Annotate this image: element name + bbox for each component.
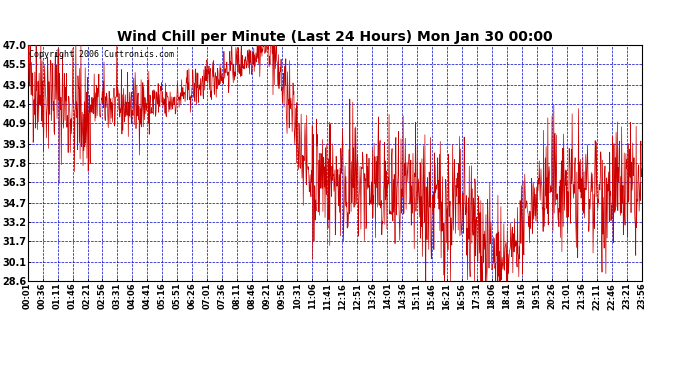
Title: Wind Chill per Minute (Last 24 Hours) Mon Jan 30 00:00: Wind Chill per Minute (Last 24 Hours) Mo… xyxy=(117,30,553,44)
Text: Copyright 2006 Curtronics.com: Copyright 2006 Curtronics.com xyxy=(29,50,174,59)
